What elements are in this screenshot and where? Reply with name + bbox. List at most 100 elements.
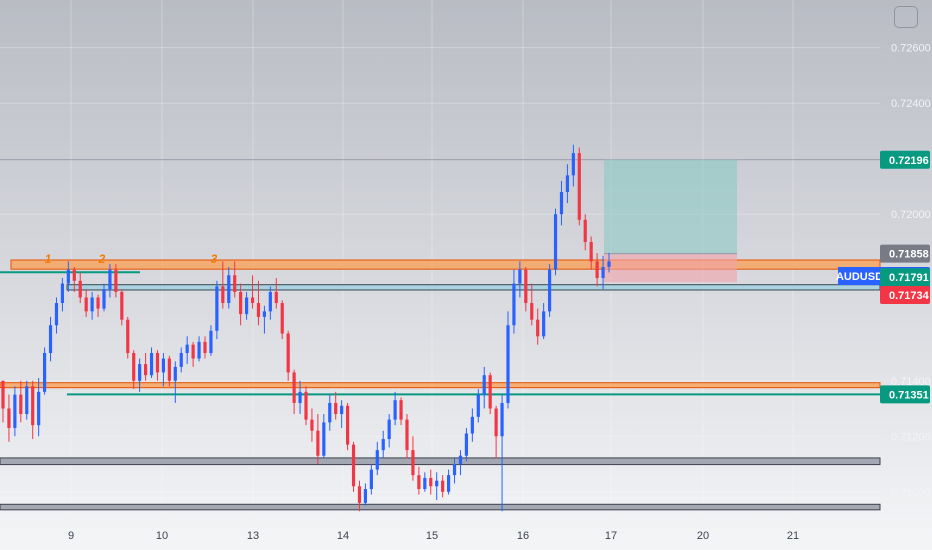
candle-down[interactable] [345,402,350,451]
candle-up[interactable] [464,427,469,462]
candle-down[interactable] [524,266,528,312]
candle-down[interactable] [595,253,599,287]
candle-up[interactable] [601,255,605,290]
candle-down[interactable] [316,414,320,465]
candle-down[interactable] [239,283,243,326]
candle-up[interactable] [209,325,213,356]
candle-down[interactable] [114,264,118,298]
candle-up[interactable] [607,253,611,273]
candle-up[interactable] [476,389,480,423]
candle-up[interactable] [244,291,249,320]
candle-up[interactable] [387,414,391,448]
candle-up[interactable] [215,280,219,340]
candle-up[interactable] [25,380,29,420]
candle-up[interactable] [393,391,397,426]
price-tag-0.72196[interactable]: 0.72196 [880,150,930,169]
candle-up[interactable] [173,361,177,403]
candle-down[interactable] [399,397,403,426]
candle-down[interactable] [120,289,124,326]
candle-up[interactable] [565,164,570,204]
candle-down[interactable] [494,405,498,459]
candle-up[interactable] [298,380,302,415]
candle-down[interactable] [429,469,433,495]
candle-down[interactable] [78,272,82,304]
candle-down[interactable] [286,330,290,381]
candle-up[interactable] [227,266,231,309]
candle-down[interactable] [577,147,581,226]
candle-down[interactable] [274,278,278,309]
candle-down[interactable] [280,300,284,340]
candle-up[interactable] [60,278,65,312]
candle-down[interactable] [31,380,35,440]
candle-down[interactable] [1,380,5,423]
candle-down[interactable] [84,289,88,317]
position-profit-zone[interactable] [604,159,737,254]
candle-up[interactable] [138,358,142,392]
chart-menu-button[interactable] [894,6,918,28]
candle-down[interactable] [357,480,362,512]
candle-down[interactable] [256,280,261,326]
price-tag-0.71734[interactable]: 0.71734 [880,286,930,305]
candle-down[interactable] [351,441,356,492]
candle-up[interactable] [48,316,53,362]
candle-down[interactable] [72,266,76,292]
candle-up[interactable] [381,430,385,459]
candle-down[interactable] [304,386,308,426]
candle-up[interactable] [518,261,522,298]
candle-up[interactable] [197,336,201,362]
candle-down[interactable] [19,380,23,423]
candle-down[interactable] [126,316,130,359]
candle-down[interactable] [441,475,445,498]
long-position-tool[interactable] [604,159,737,283]
candle-up[interactable] [108,264,112,298]
candle-up[interactable] [500,394,504,512]
candle-up[interactable] [185,336,189,365]
time-axis[interactable]: 9 10 13 14 15 16 17 20 21 [68,530,799,542]
candle-up[interactable] [423,472,427,492]
candle-up[interactable] [375,441,379,476]
candle-down[interactable] [7,394,11,442]
candle-down[interactable] [411,436,415,481]
candle-down[interactable] [143,352,148,381]
candle-up[interactable] [506,311,510,409]
candle-up[interactable] [37,377,41,437]
candle-down[interactable] [191,341,195,367]
candle-up[interactable] [547,264,552,317]
candle-up[interactable] [268,286,272,320]
candle-up[interactable] [66,261,70,292]
candle-up[interactable] [161,352,166,387]
candle-down[interactable] [334,391,338,420]
candle-up[interactable] [42,347,47,395]
candle-down[interactable] [530,283,534,326]
candle-up[interactable] [458,450,463,476]
candle-up[interactable] [452,458,457,484]
candles[interactable] [1,144,611,512]
candle-up[interactable] [90,291,94,320]
candle-up[interactable] [571,144,575,187]
candle-up[interactable] [340,400,344,428]
candle-down[interactable] [221,261,225,309]
candle-down[interactable] [417,466,421,495]
price-tag-0.71791[interactable]: 0.71791 [880,268,930,287]
candle-up[interactable] [435,472,439,501]
candle-up[interactable] [470,408,474,442]
candle-up[interactable] [13,386,17,437]
candle-down[interactable] [250,275,255,309]
candle-up[interactable] [369,464,373,495]
position-stop-zone[interactable] [604,253,737,283]
candle-down[interactable] [292,369,296,415]
candle-up[interactable] [102,283,106,312]
candle-up[interactable] [363,483,368,506]
candle-down[interactable] [155,350,160,381]
candle-down[interactable] [96,294,100,317]
price-tag-0.71858[interactable]: 0.71858 [880,244,930,263]
candle-up[interactable] [149,347,154,378]
candle-down[interactable] [589,236,593,270]
candle-up[interactable] [179,347,183,373]
candle-up[interactable] [542,303,546,340]
candle-up[interactable] [512,269,516,334]
candle-down[interactable] [233,261,237,298]
price-axis[interactable]: 0.72600 0.72400 0.72000 0.71400 0.71200 0.710… [836,43,931,499]
candle-down[interactable] [536,308,540,345]
